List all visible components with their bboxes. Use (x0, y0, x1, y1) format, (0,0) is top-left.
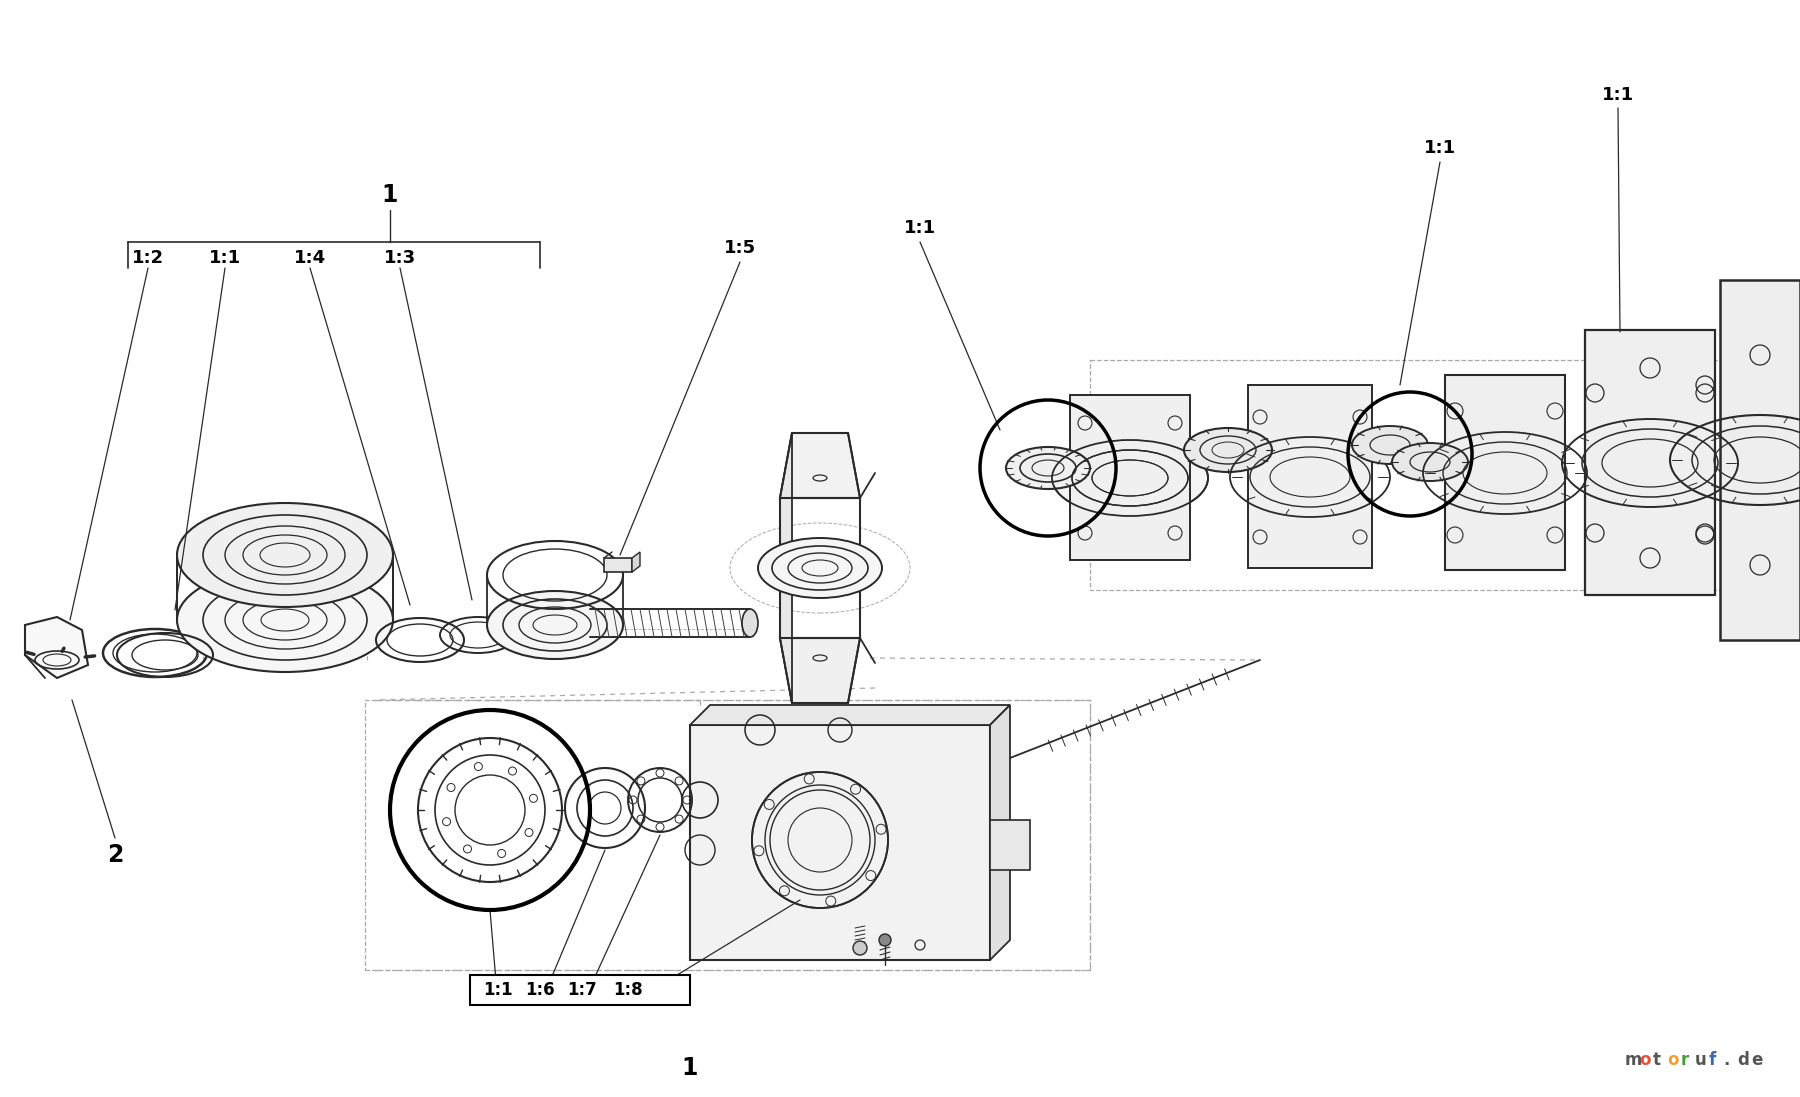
Polygon shape (779, 638, 860, 703)
Text: .: . (1723, 1051, 1730, 1068)
Text: u: u (1696, 1051, 1706, 1068)
Text: 1:1: 1:1 (1424, 139, 1456, 157)
Text: 1: 1 (382, 183, 398, 207)
Text: 1:1: 1:1 (1602, 86, 1634, 104)
Text: 1: 1 (682, 1056, 698, 1081)
Polygon shape (689, 725, 990, 960)
Text: 1:2: 1:2 (131, 249, 164, 267)
Circle shape (853, 941, 868, 955)
Ellipse shape (176, 504, 392, 607)
Polygon shape (779, 433, 860, 498)
Text: o: o (1640, 1051, 1651, 1068)
Text: t: t (1652, 1051, 1661, 1068)
Text: f: f (1708, 1051, 1715, 1068)
Text: 2: 2 (106, 842, 122, 867)
Polygon shape (1721, 280, 1800, 640)
Text: 1:7: 1:7 (567, 981, 598, 999)
Polygon shape (605, 558, 632, 572)
Polygon shape (990, 705, 1010, 960)
Text: 1:8: 1:8 (614, 981, 643, 999)
Ellipse shape (1352, 426, 1427, 464)
Polygon shape (25, 617, 88, 678)
Polygon shape (632, 552, 641, 572)
Ellipse shape (176, 568, 392, 672)
Ellipse shape (758, 538, 882, 598)
Text: 1:3: 1:3 (383, 249, 416, 267)
Text: 1:1: 1:1 (904, 219, 936, 237)
Text: 1:6: 1:6 (526, 981, 554, 999)
Polygon shape (990, 819, 1030, 870)
Text: e: e (1751, 1051, 1762, 1068)
Text: 1:1: 1:1 (209, 249, 241, 267)
Circle shape (878, 934, 891, 946)
Polygon shape (1069, 395, 1190, 559)
Bar (470, 975, 689, 1005)
Ellipse shape (1006, 446, 1091, 489)
Polygon shape (1445, 375, 1564, 570)
Text: d: d (1737, 1051, 1750, 1068)
Polygon shape (689, 705, 1010, 725)
Text: 1:4: 1:4 (293, 249, 326, 267)
Polygon shape (779, 433, 792, 703)
Polygon shape (1247, 385, 1372, 568)
Text: 1:5: 1:5 (724, 239, 756, 257)
Ellipse shape (1051, 440, 1208, 516)
Ellipse shape (488, 591, 623, 659)
Text: r: r (1681, 1051, 1688, 1068)
Polygon shape (1586, 330, 1715, 595)
Text: m: m (1625, 1051, 1642, 1068)
Text: o: o (1667, 1051, 1678, 1068)
Text: 1:1: 1:1 (482, 981, 513, 999)
Ellipse shape (742, 609, 758, 637)
Ellipse shape (1391, 443, 1469, 480)
Ellipse shape (1184, 428, 1273, 472)
